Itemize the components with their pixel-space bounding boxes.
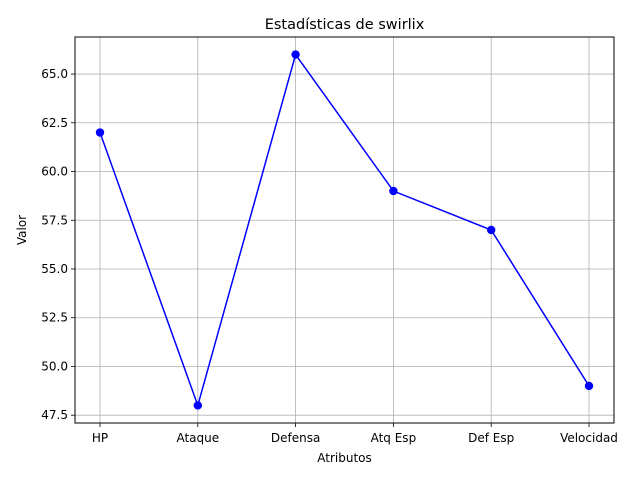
x-axis-ticks: HP Ataque Defensa Atq Esp Def Esp Velocidad — [92, 423, 618, 445]
x-axis-label: Atributos — [317, 451, 372, 465]
data-point-def-esp — [487, 225, 496, 235]
y-axis-label: Valor — [15, 215, 29, 245]
x-tick-label: Def Esp — [468, 431, 514, 445]
x-tick-label: Velocidad — [560, 431, 618, 445]
y-tick-label: 62.5 — [41, 116, 68, 130]
y-tick-label: 47.5 — [41, 408, 68, 422]
data-point-defensa — [291, 50, 300, 59]
x-tick-label: Atq Esp — [371, 431, 417, 445]
x-tick-label: Ataque — [176, 431, 219, 445]
y-tick-label: 60.0 — [41, 165, 68, 179]
x-tick-label: HP — [92, 431, 108, 445]
data-point-ataque — [193, 401, 202, 410]
data-point-atq-esp — [389, 186, 398, 196]
data-point-velocidad — [584, 381, 594, 391]
y-tick-label: 57.5 — [41, 213, 68, 227]
x-tick-label: Defensa — [271, 431, 320, 445]
series-layer — [95, 50, 594, 410]
chart-title: Estadísticas de swirlix — [265, 17, 425, 33]
y-axis-ticks: 47.5 50.0 52.5 55.0 57.5 60.0 62.5 65.0 — [41, 67, 75, 422]
series-line — [99, 52, 590, 408]
data-point-hp — [95, 128, 105, 137]
y-tick-label: 55.0 — [41, 262, 68, 276]
y-tick-label: 65.0 — [41, 67, 68, 81]
grid — [75, 37, 614, 423]
plot-frame — [74, 36, 615, 424]
y-tick-label: 50.0 — [41, 359, 68, 373]
y-tick-label: 52.5 — [41, 311, 68, 325]
